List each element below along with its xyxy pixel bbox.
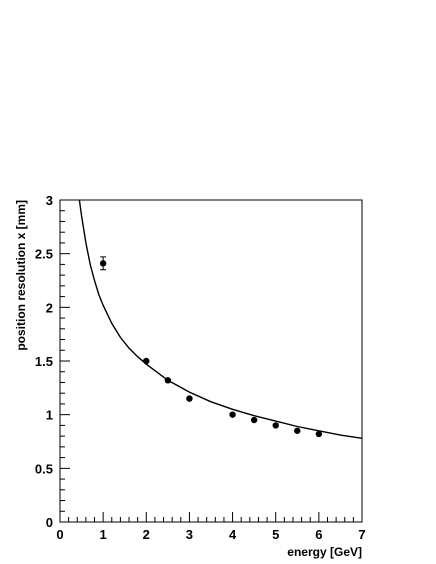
y-tick-label: 1.5	[35, 354, 53, 369]
x-tick-label: 3	[186, 527, 193, 542]
data-point	[294, 427, 301, 434]
data-point	[315, 430, 323, 438]
x-tick-label: 5	[272, 527, 279, 542]
y-tick-label: 2	[46, 300, 53, 315]
plot-frame	[59, 199, 363, 523]
data-point	[186, 395, 193, 402]
y-axis-label: position resolution x [mm]	[14, 200, 28, 351]
data-point	[229, 411, 236, 418]
x-tick-labels: 0 1 2 3 4 5 6 7	[56, 527, 365, 542]
y-tick-label: 0.5	[35, 461, 53, 476]
data-point	[250, 416, 258, 424]
y-tick-label: 2.5	[35, 247, 53, 262]
x-tick-label: 1	[100, 527, 107, 542]
y-tick-label: 3	[46, 193, 53, 208]
x-tick-label: 0	[56, 527, 63, 542]
x-tick-label: 6	[315, 527, 322, 542]
data-point	[164, 377, 172, 384]
y-tick-labels: 0 0.5 1 1.5 2 2.5 3	[35, 193, 53, 530]
axis-ticks	[59, 199, 363, 523]
data-point	[99, 260, 107, 267]
fit-curve	[78, 199, 363, 439]
x-axis-label: energy [GeV]	[287, 545, 362, 559]
x-tick-label: 2	[143, 527, 150, 542]
data-points	[99, 256, 323, 438]
y-tick-label: 0	[46, 515, 53, 530]
y-tick-label: 1	[46, 408, 53, 423]
x-tick-label: 7	[358, 527, 365, 542]
data-point	[272, 422, 279, 429]
x-tick-label: 4	[229, 527, 237, 542]
data-point	[143, 357, 150, 365]
